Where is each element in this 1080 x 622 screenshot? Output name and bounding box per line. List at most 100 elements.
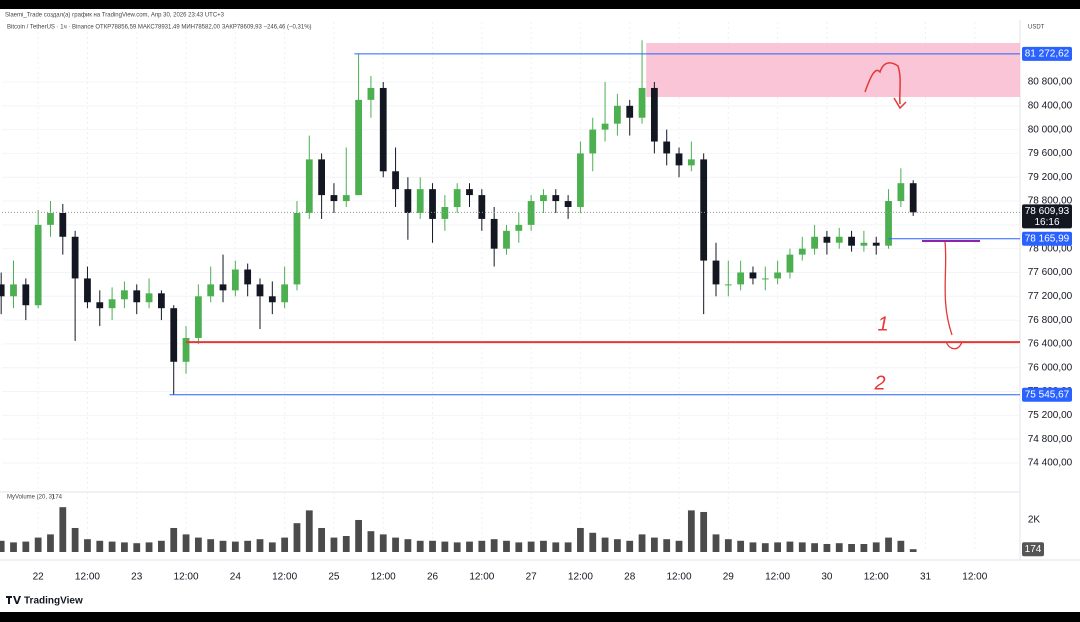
volume-bar — [675, 540, 683, 552]
candle-body — [268, 296, 276, 303]
candle-body — [774, 272, 782, 279]
y-tick-label: 76 400,00 — [1028, 339, 1073, 350]
candle-body — [207, 284, 215, 297]
volume-bar — [392, 537, 399, 552]
candle-body — [133, 290, 141, 303]
last-price-label: 78 609,93 — [1025, 206, 1070, 217]
volume-bar — [305, 510, 313, 552]
volume-bar — [453, 542, 461, 552]
volume-legend-value: 174 — [52, 495, 63, 501]
last-price-tag — [1022, 204, 1072, 229]
candle-body — [823, 236, 831, 243]
volume-bar — [552, 542, 560, 552]
candle-body — [552, 195, 560, 202]
volume-bar — [145, 542, 153, 552]
candle-body — [219, 284, 227, 291]
x-tick-label: 12:00 — [371, 572, 396, 583]
volume-bar — [34, 537, 42, 552]
volume-bar — [330, 537, 338, 552]
candle-body — [798, 248, 806, 255]
candle-body — [515, 224, 523, 231]
y-tick-label: 80 000,00 — [1028, 124, 1073, 135]
candle-body — [626, 105, 634, 118]
candle-body — [71, 236, 79, 279]
candle-body — [540, 195, 547, 202]
price-tag-label: 78 165,99 — [1025, 233, 1070, 244]
author-line: Slaemi_Trade создал(а) график на Trading… — [5, 13, 225, 19]
x-tick-label: 29 — [723, 572, 735, 583]
price-tag — [1022, 231, 1072, 246]
candle-body — [700, 159, 708, 261]
volume-bar — [170, 527, 178, 552]
candle-body — [318, 159, 326, 196]
candle-body — [367, 87, 375, 100]
volume-bar — [515, 542, 523, 552]
candle-body — [527, 201, 535, 225]
volume-legend: MyVolume (20, 3) — [7, 495, 54, 501]
volume-bar — [700, 511, 708, 552]
volume-bar — [798, 542, 806, 552]
candle-body — [145, 293, 153, 303]
x-tick-label: 30 — [821, 572, 833, 583]
volume-bar — [293, 523, 301, 552]
volume-bar — [441, 541, 449, 552]
x-tick-label: 12:00 — [765, 572, 790, 583]
candle-body — [305, 159, 313, 213]
volume-bar — [478, 540, 486, 552]
volume-bar — [540, 540, 547, 552]
volume-bar — [564, 542, 572, 552]
x-tick-label: 12:00 — [568, 572, 593, 583]
x-tick-label: 28 — [624, 572, 636, 583]
volume-bar — [108, 541, 116, 552]
x-tick-label: 12:00 — [667, 572, 692, 583]
volume-bar — [281, 537, 289, 552]
logo: TradingView — [24, 596, 83, 607]
candle-body — [786, 254, 794, 273]
candle-body — [872, 242, 880, 246]
volume-bar — [47, 534, 54, 552]
volume-bar — [761, 543, 769, 552]
x-tick-label: 12:00 — [174, 572, 199, 583]
candle-body — [503, 230, 510, 249]
volume-bar — [244, 540, 252, 552]
candle-body — [108, 299, 116, 309]
candle-body — [244, 269, 252, 285]
candle-body — [281, 284, 289, 303]
handwritten-arrow-up — [864, 62, 907, 110]
handwritten-note: 1 — [877, 313, 888, 335]
volume-bar — [355, 519, 362, 552]
volume-bar — [10, 542, 17, 552]
candle-body — [256, 284, 264, 297]
y-tick-label: 76 800,00 — [1028, 315, 1073, 326]
candle-body — [811, 236, 818, 249]
price-tag-label: 81 272,62 — [1025, 49, 1070, 60]
volume-bar — [786, 541, 794, 552]
volume-bar — [885, 537, 892, 552]
candle-body — [897, 183, 905, 202]
candle-body — [416, 189, 424, 213]
volume-bar — [268, 542, 276, 552]
candle-body — [860, 242, 868, 246]
volume-bar — [712, 534, 720, 552]
candle-body — [749, 272, 757, 279]
symbol-legend: Bitcoin / TetherUS · 1ч · Binance ОТКР78… — [7, 25, 312, 31]
volume-bar — [379, 534, 387, 552]
currency: USDT — [1028, 25, 1045, 31]
candle-body — [22, 284, 30, 306]
x-tick-label: 12:00 — [75, 572, 100, 583]
volume-bar — [121, 542, 128, 552]
candle-body — [121, 290, 128, 300]
candle-body — [231, 269, 239, 291]
candle-body — [589, 129, 597, 154]
x-tick-label: 24 — [230, 572, 242, 583]
x-tick-label: 12:00 — [272, 572, 297, 583]
countdown: 16:16 — [1034, 217, 1059, 228]
volume-bar — [663, 539, 671, 552]
volume-bar — [503, 540, 510, 552]
candle-body — [909, 183, 917, 213]
candle-body — [404, 189, 412, 213]
volume-bar — [823, 543, 831, 552]
volume-bar — [601, 537, 609, 552]
x-tick-label: 12:00 — [469, 572, 494, 583]
